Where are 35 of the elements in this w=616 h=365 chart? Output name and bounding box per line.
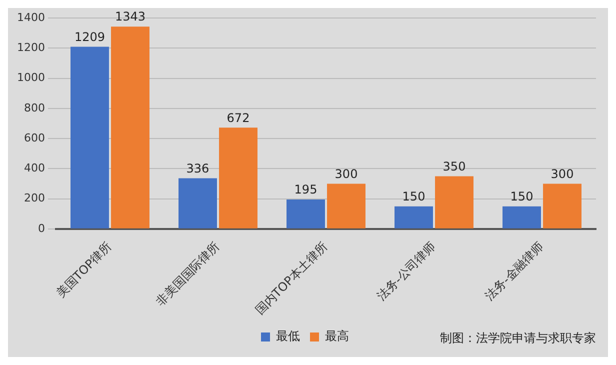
text: 制图：法学院申请与求职专家 [440, 331, 596, 346]
y-tick-label: 0 [38, 222, 45, 235]
data-label: 300 [334, 166, 358, 181]
data-label: 300 [550, 166, 574, 181]
data-label: 350 [442, 159, 466, 174]
x-tick-label: 法务-金融律师 [482, 239, 546, 304]
y-tick-label: 1000 [16, 71, 45, 84]
bar [111, 26, 150, 228]
y-tick-label: 800 [24, 101, 45, 114]
y-tick-label: 200 [24, 192, 45, 205]
data-label: 1343 [114, 10, 146, 24]
legend-label: 最高 [325, 329, 349, 344]
bar [70, 46, 109, 228]
bar [394, 206, 433, 228]
x-tick-label: 国内TOP本土律所 [252, 239, 330, 318]
data-label: 195 [294, 182, 318, 197]
y-tick-label: 1400 [16, 10, 45, 24]
data-label: 1209 [74, 30, 106, 44]
y-tick-label: 1200 [16, 40, 45, 54]
bar [502, 206, 541, 228]
bar [219, 128, 258, 228]
bar [327, 184, 366, 228]
bar [286, 200, 325, 228]
bar [178, 178, 217, 228]
data-label: 336 [186, 161, 210, 176]
data-label: 150 [510, 189, 534, 204]
y-tick-label: 400 [24, 162, 45, 175]
bar [435, 176, 474, 228]
x-tick-label: 法务-公司律师 [374, 239, 438, 304]
legend-label: 最低 [276, 329, 300, 344]
data-label: 672 [226, 110, 250, 125]
y-tick-label: 600 [24, 131, 45, 144]
data-label: 150 [402, 189, 426, 204]
bar [543, 184, 582, 228]
x-tick-label: 非美国国际律所 [153, 239, 222, 309]
